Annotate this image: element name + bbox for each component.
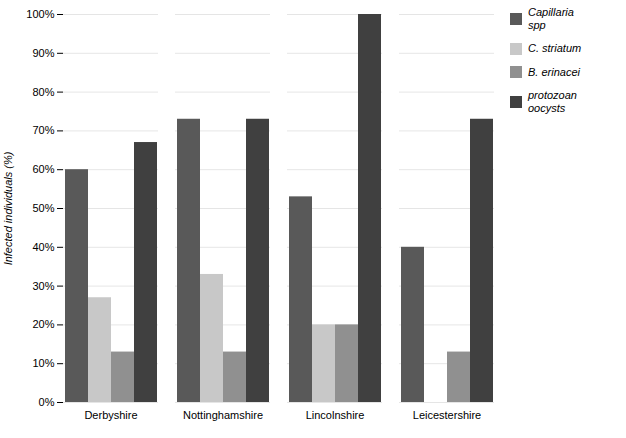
svg-text:20%: 20% xyxy=(32,318,54,330)
svg-text:40%: 40% xyxy=(32,241,54,253)
html-text:B. erinacei: B. erinacei xyxy=(528,65,580,78)
svg-text:Lincolnshire: Lincolnshire xyxy=(306,409,365,421)
svg-text:Derbyshire: Derbyshire xyxy=(84,409,137,421)
svg-text:100%: 100% xyxy=(26,8,54,20)
svg-text:80%: 80% xyxy=(32,86,54,98)
svg-text:Leicestershire: Leicestershire xyxy=(413,409,481,421)
svg-text:50%: 50% xyxy=(32,202,54,214)
html-text:C. striatum: C. striatum xyxy=(528,42,582,55)
svg-text:60%: 60% xyxy=(32,163,54,175)
svg-text:30%: 30% xyxy=(32,280,54,292)
svg-text:90%: 90% xyxy=(32,47,54,59)
svg-text:0%: 0% xyxy=(39,396,55,408)
svg-text:Nottinghamshire: Nottinghamshire xyxy=(183,409,263,421)
html-text:Capillaria spp: Capillaria spp xyxy=(528,6,574,32)
svg-text:10%: 10% xyxy=(32,357,54,369)
svg-text:Infected individuals (%): Infected individuals (%) xyxy=(2,151,14,265)
svg-text:70%: 70% xyxy=(32,124,54,136)
html-text:protozoan oocysts: protozoan oocysts xyxy=(528,88,577,114)
